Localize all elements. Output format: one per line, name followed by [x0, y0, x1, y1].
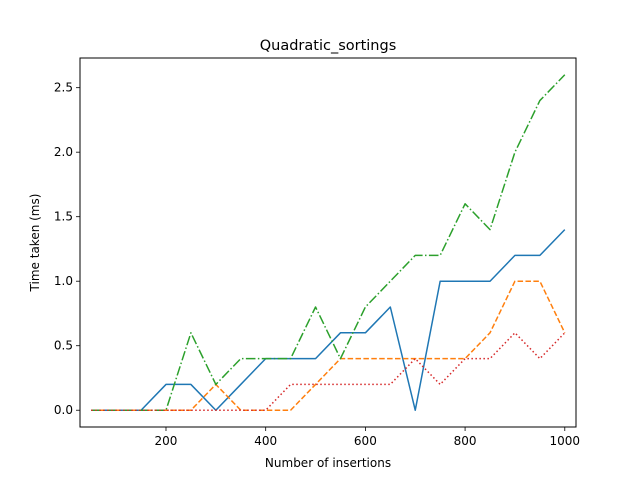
x-tick-label: 400	[254, 434, 277, 448]
y-tick-label: 2.0	[54, 145, 73, 159]
series-line-1	[91, 229, 566, 411]
ticks-layer: 200 400 600 800 1000 0.0 0.5 1.0 1.5 2.0 2.5	[54, 81, 580, 448]
x-tick-label: 600	[354, 434, 377, 448]
series-line-3	[91, 74, 566, 411]
y-tick-label: 1.5	[54, 210, 73, 224]
x-tick-label: 200	[155, 434, 178, 448]
series-line-2	[91, 280, 566, 411]
x-axis-label: Number of insertions	[265, 456, 391, 470]
y-tick-label: 0.0	[54, 403, 73, 417]
y-axis-label: Time taken (ms)	[28, 194, 42, 293]
y-tick-label: 0.5	[54, 339, 73, 353]
y-tick-label: 1.0	[54, 274, 73, 288]
plot-frame	[79, 57, 577, 428]
chart-title: Quadratic_sortings	[260, 38, 397, 54]
x-tick-label: 800	[454, 434, 477, 448]
x-tick-label: 1000	[550, 434, 581, 448]
series-layer	[91, 74, 566, 411]
y-tick-label: 2.5	[54, 81, 73, 95]
